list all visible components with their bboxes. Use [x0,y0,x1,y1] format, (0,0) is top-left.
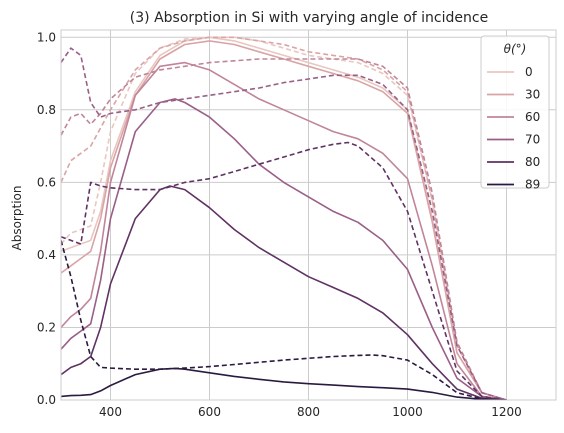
y-tick-label: 0.0 [37,393,56,407]
y-tick-label: 0.4 [37,248,56,262]
legend-entry-label: 89 [525,178,540,192]
legend-entry-label: 60 [525,110,540,124]
series-line-60-dashed [61,58,507,400]
legend-entry-label: 80 [525,155,540,169]
y-tick-label: 0.2 [37,320,56,334]
legend: θ(°) 0 30 60 70 80 89 [480,35,550,192]
series-line-0-dashed [61,36,507,400]
legend-entry-label: 30 [525,88,540,102]
series-line-89-dashed [61,240,507,400]
x-tick-label: 1000 [392,405,423,419]
series-line-0-solid [61,36,507,400]
legend-entry-label: 0 [525,65,533,79]
x-tick-label: 400 [99,405,122,419]
legend-entries: 0 30 60 70 80 89 [487,65,540,192]
legend-entry-label: 70 [525,133,540,147]
series-line-89-solid [61,367,507,400]
plot-frame [60,29,557,401]
legend-title: θ(°) [504,42,527,56]
chart-title: (3) Absorption in Si with varying angle … [130,10,488,26]
legend-box [480,35,550,189]
y-tick-label: 0.6 [37,175,56,189]
series-line-70-solid [61,98,507,400]
y-tick-label: 0.8 [37,103,56,117]
x-tick-label: 1200 [491,405,522,419]
series-line-70-dashed [61,47,507,400]
x-tick-label: 800 [297,405,320,419]
series-line-30-solid [61,40,507,400]
series-line-80-solid [61,185,507,400]
y-tick-label: 1.0 [37,30,56,44]
y-axis-label: Absorption [10,186,24,251]
series-lines [61,36,507,400]
series-line-30-dashed [61,36,507,400]
tick-labels: 400 600 800 1000 1200 0.0 0.2 0.4 0.6 0.8 1.0 [37,30,522,419]
series-line-60-solid [61,61,507,400]
series-line-80-dashed [61,141,507,400]
x-tick-label: 600 [198,405,221,419]
